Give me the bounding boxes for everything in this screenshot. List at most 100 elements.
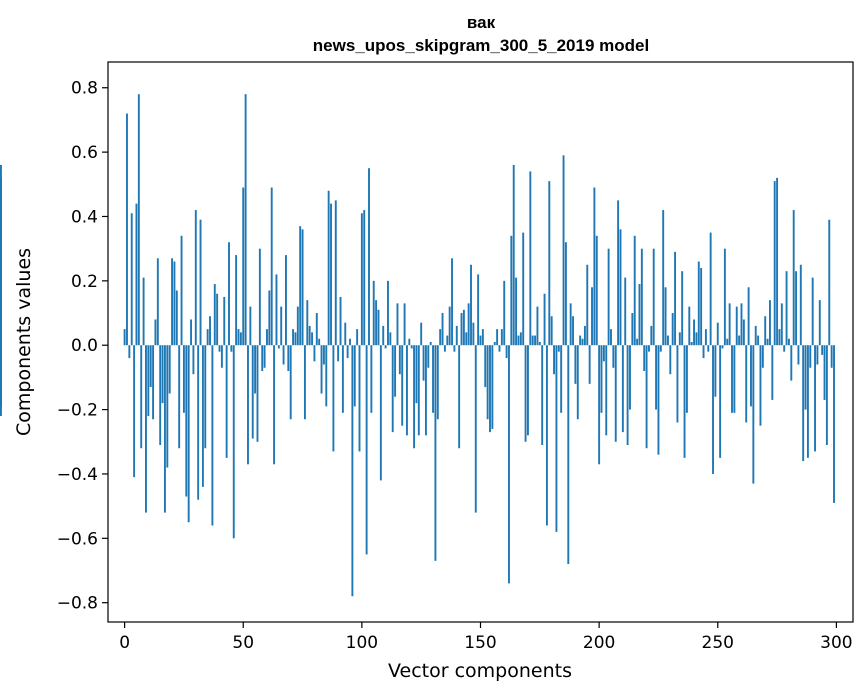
bar-175 [538, 342, 541, 346]
bar-174 [536, 306, 539, 346]
bar-126 [422, 345, 425, 381]
bar-270 [764, 316, 767, 346]
bar-144 [465, 332, 468, 346]
bar-149 [477, 274, 480, 346]
bar-undefined [0, 177, 2, 346]
bar-27 [187, 345, 190, 523]
bar-238 [688, 306, 691, 346]
bar-58 [261, 345, 264, 371]
bar-93 [344, 322, 347, 346]
bar-142 [460, 313, 463, 346]
bar-269 [761, 345, 764, 368]
x-tick-label: 100 [346, 633, 378, 653]
bar-136 [446, 335, 449, 346]
bar-217 [638, 284, 641, 346]
bar-273 [771, 345, 774, 400]
bar-198 [593, 187, 596, 346]
bar-183 [557, 345, 560, 352]
bar-267 [757, 335, 760, 346]
bar-56 [256, 345, 259, 442]
bar-201 [600, 345, 603, 413]
bar-97 [353, 345, 356, 407]
x-axis-label: Vector components [388, 660, 572, 682]
bar-263 [747, 287, 750, 346]
bar-3 [130, 213, 133, 346]
bar-53 [249, 306, 252, 346]
bar-141 [458, 345, 461, 449]
x-tick-label: 250 [702, 633, 734, 653]
bar-224 [655, 345, 658, 410]
plot-frame [107, 61, 854, 623]
bar-166 [517, 335, 520, 346]
bar-15 [159, 345, 162, 445]
x-tick-label: 150 [464, 633, 496, 653]
bar-129 [429, 342, 432, 346]
bar-274 [773, 181, 776, 346]
bar-288 [806, 345, 809, 458]
bar-40 [218, 345, 221, 352]
bar-299 [833, 345, 835, 503]
bar-63 [273, 345, 276, 465]
bar-139 [453, 345, 456, 352]
bar-295 [823, 345, 826, 400]
x-tick-label: 0 [119, 633, 130, 653]
x-tick-label: 200 [583, 633, 615, 653]
bar-280 [787, 338, 790, 346]
bar-296 [825, 345, 828, 445]
bar-118 [403, 303, 406, 346]
bar-244 [702, 345, 705, 359]
bar-59 [263, 345, 266, 368]
bar-6 [137, 94, 140, 346]
bar-190 [574, 345, 577, 384]
chart-title: вак [467, 13, 496, 32]
bar-234 [678, 332, 681, 346]
bar-220 [645, 345, 648, 449]
bar-195 [586, 264, 589, 346]
bar-271 [766, 338, 769, 346]
bar-184 [560, 345, 563, 413]
bar-62 [270, 187, 273, 346]
bar-167 [519, 332, 522, 346]
bar-73 [296, 306, 299, 346]
bar-225 [657, 345, 660, 455]
y-tick-label: 0.6 [71, 143, 98, 163]
bar-153 [486, 345, 489, 420]
y-axis-label: Components values [13, 248, 35, 436]
bar-37 [211, 345, 214, 526]
bar-19 [168, 345, 171, 394]
bar-281 [790, 345, 793, 381]
bar-203 [605, 345, 608, 436]
bar-287 [804, 345, 807, 410]
bar-138 [451, 258, 453, 346]
bar-227 [662, 210, 665, 346]
bar-264 [750, 345, 752, 407]
bar-204 [607, 248, 610, 346]
bar-290 [811, 277, 814, 346]
bar-48 [237, 329, 240, 346]
bar-68 [285, 255, 287, 346]
bar-66 [280, 306, 283, 346]
bar-107 [377, 309, 380, 346]
bar-173 [534, 335, 537, 346]
bar-163 [510, 235, 513, 346]
bar-154 [489, 345, 491, 433]
bar-4 [133, 345, 136, 478]
bar-193 [581, 338, 584, 346]
bar-205 [610, 329, 612, 346]
bar-240 [693, 319, 695, 346]
bar-116 [398, 345, 401, 375]
bar-80 [313, 345, 316, 362]
chart-subtitle: news_upos_skipgram_300_5_2019 model [313, 36, 649, 55]
bar-191 [576, 345, 579, 420]
bar-229 [666, 335, 669, 346]
bar-36 [209, 316, 211, 346]
bar-181 [553, 345, 555, 375]
bar-72 [294, 332, 297, 346]
bar-79 [311, 332, 313, 346]
bar-46 [232, 345, 235, 539]
bar-undefined [0, 345, 2, 407]
bar-2 [128, 345, 131, 359]
bar-67 [282, 345, 285, 365]
bar-38 [213, 284, 216, 346]
bar-96 [351, 345, 354, 597]
